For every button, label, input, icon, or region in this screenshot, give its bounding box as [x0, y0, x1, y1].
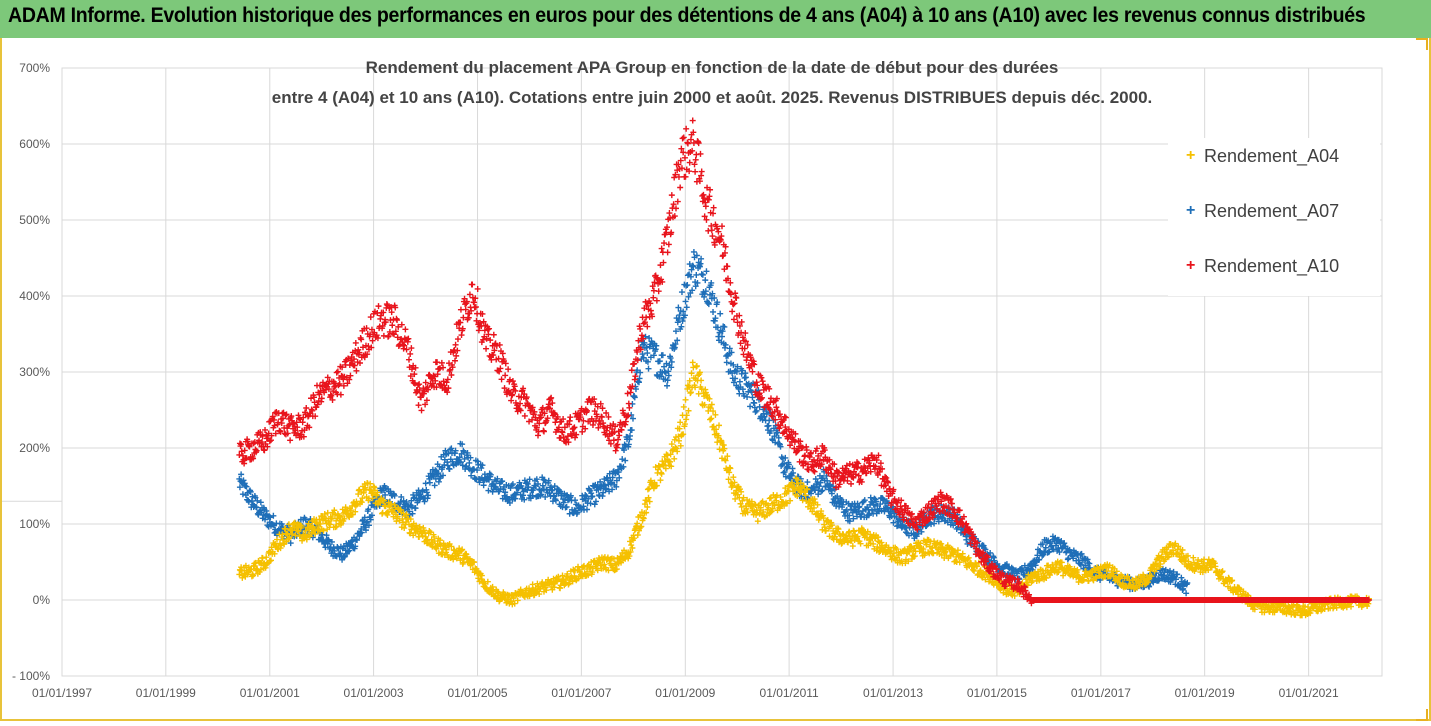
report-banner: ADAM Informe. Evolution historique des p… [0, 0, 1431, 38]
report-title: ADAM Informe. Evolution historique des p… [8, 4, 1365, 28]
